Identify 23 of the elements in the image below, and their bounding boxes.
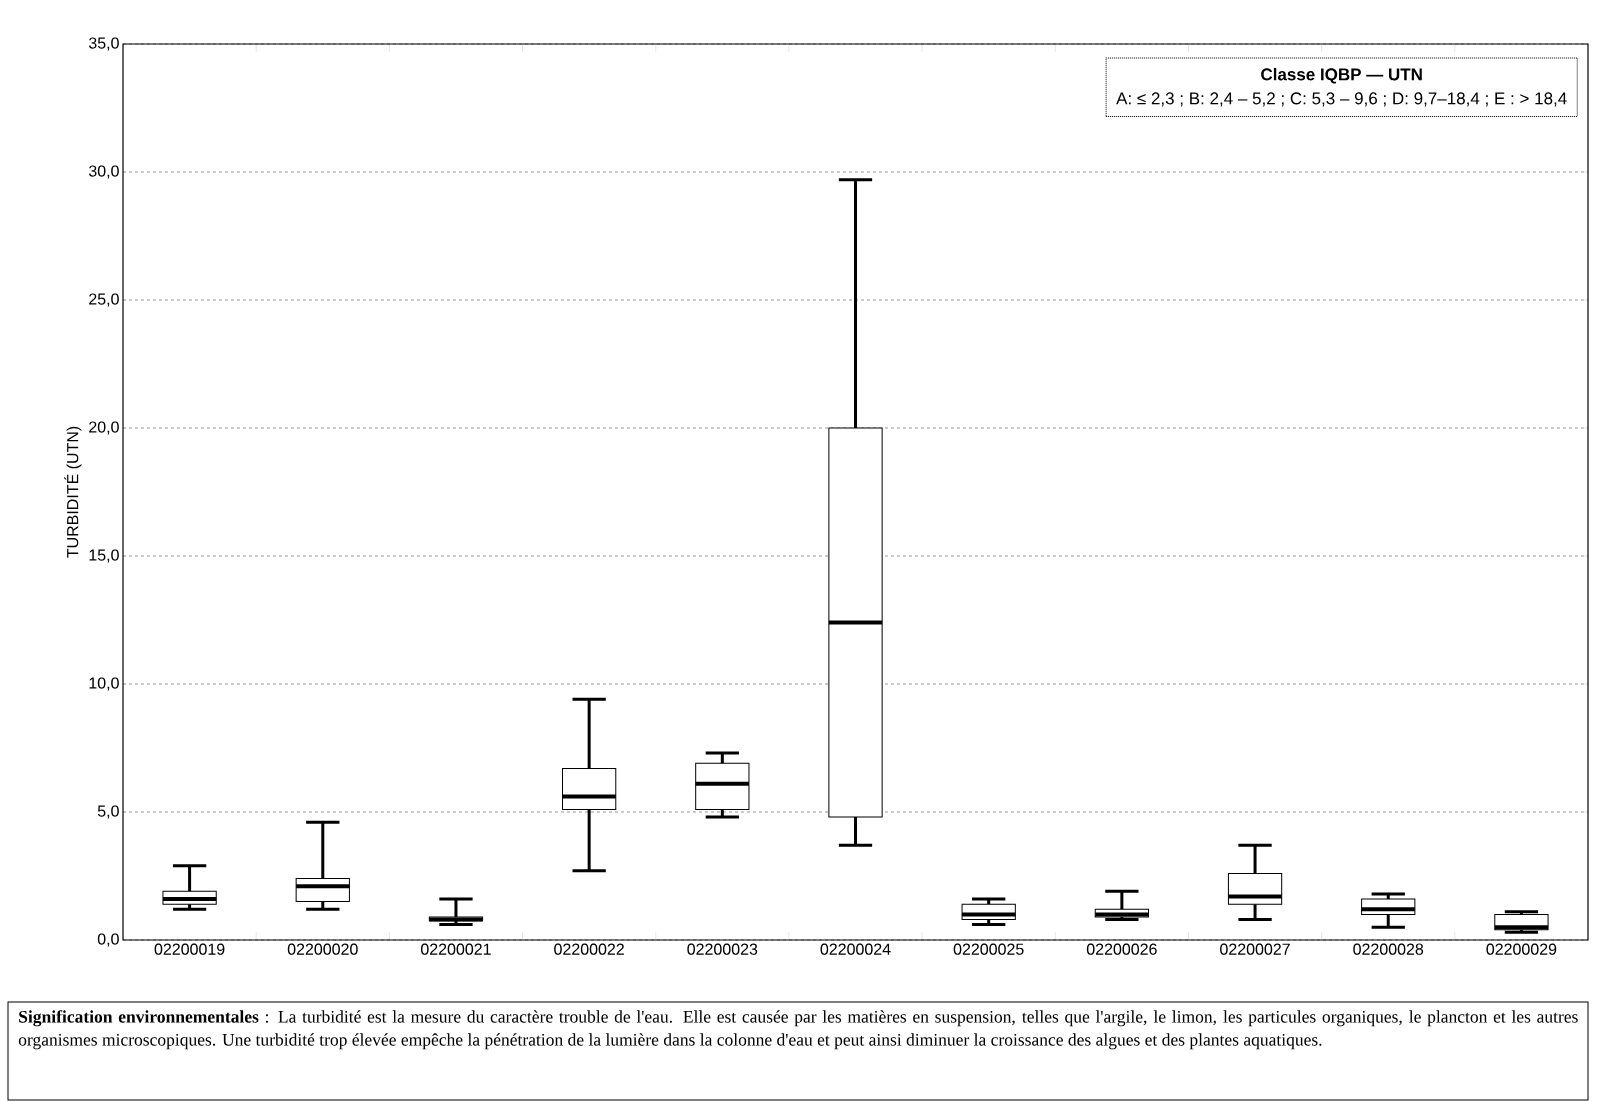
x-tick-label: 02200029 [1486,943,1557,955]
x-tick-label: 02200022 [554,943,624,955]
y-tick-label: 20,0 [89,421,119,435]
text: Signification environnementales : La turbidité est la mesure du caractère trouble de l'eau. Elle est causée par les matières en suspension, telles que l'argile, le limon, les particules organiques, le plancton et les autres organismes microscopiques. Une turbidité trop élevée empêche la pénétration de la lumière dans la colonne d'eau et peut ainsi diminuer la croissance des algues et des plantes aquatiques. [18,1010,1578,1050]
annotation: A: ≤ 2,3 ; B: 2,4 – 5,2 ; C: 5,3 – 9,6 ; D: 9,7–18,4 ; E : > 18,4 [1116,92,1567,107]
x-tick-label: 02200019 [154,943,225,955]
y-tick-label: 30,0 [88,165,119,179]
x-tick-label: 02200026 [1086,943,1157,955]
x-tick-label: 02200027 [1220,943,1290,955]
x-tick-label: 02200023 [687,943,758,955]
y-tick-label: 25,0 [89,293,119,307]
x-tick-label: 02200024 [820,943,891,955]
x-tick-label: 02200025 [953,943,1024,955]
x-tick-label: 02200028 [1353,943,1424,955]
annotation: Classe IQBP — UTN [1261,67,1422,84]
y-tick-label: 5,0 [97,805,119,819]
y-tick-label: 0,0 [97,933,119,947]
x-tick-label: 02200021 [421,943,491,955]
y-tick-label: 10,0 [89,677,119,691]
y-tick-label: 15,0 [89,549,119,563]
y-tick-label: 35,0 [88,37,119,51]
y-axis-title: TURBIDITÉ (UTN) [64,426,82,558]
x-tick-label: 02200020 [287,943,358,955]
